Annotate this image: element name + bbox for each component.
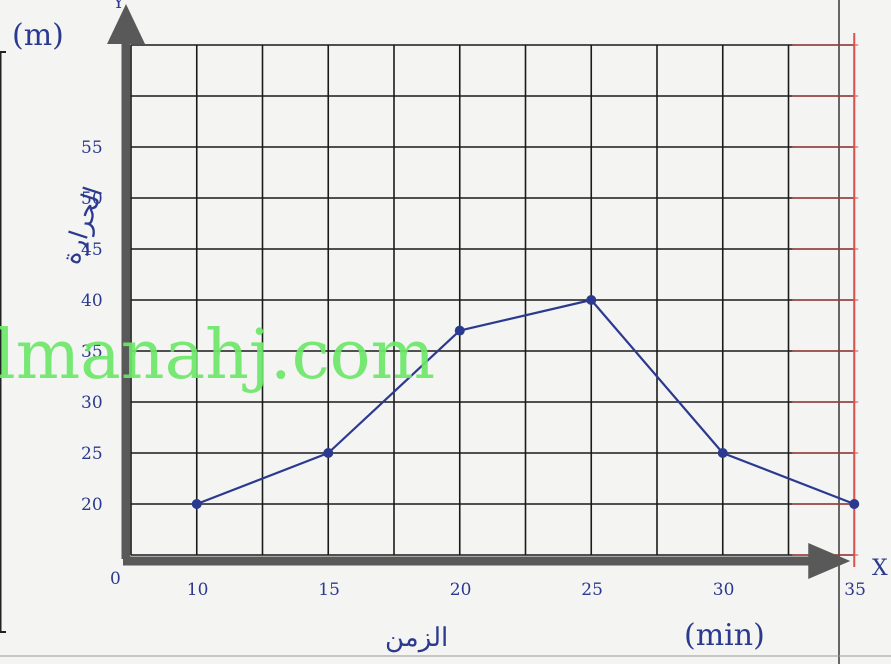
x-axis-letter: X — [872, 556, 888, 581]
data-point — [849, 499, 860, 509]
data-series — [191, 295, 860, 509]
x-axis-arrow — [808, 543, 851, 579]
y-unit-label: (m) — [12, 18, 64, 53]
origin-label: 0 — [110, 569, 121, 589]
grid — [130, 33, 859, 567]
watermark: lmanahj.com — [0, 316, 435, 395]
y-tick-label: 25 — [81, 444, 103, 464]
x-tick-label: 30 — [713, 580, 735, 600]
data-point — [717, 448, 728, 458]
data-point — [191, 499, 202, 509]
y-tick-label: 20 — [81, 495, 103, 515]
axes — [107, 4, 851, 579]
y-tick-label: 55 — [81, 138, 103, 158]
y-tick-label: 35 — [81, 342, 103, 362]
x-tick-label: 20 — [450, 580, 472, 600]
data-point — [323, 448, 334, 458]
x-tick-label: 25 — [581, 580, 603, 600]
y-tick-label: 40 — [81, 291, 103, 311]
tick-labels: 10 15 20 25 30 35 20 25 30 35 40 45 50 55 — [81, 138, 866, 600]
x-tick-label: 10 — [187, 580, 209, 600]
x-tick-label: 35 — [844, 580, 866, 600]
data-point — [454, 325, 465, 336]
x-axis-name: الزمن — [385, 623, 448, 653]
data-point — [586, 295, 597, 305]
series-line — [196, 298, 855, 506]
y-tick-label: 30 — [81, 393, 103, 413]
x-unit-label: (min) — [684, 618, 765, 653]
x-tick-label: 15 — [318, 580, 340, 600]
y-axis-arrow — [107, 4, 145, 44]
y-tick-label: 45 — [81, 240, 103, 260]
y-tick-label: 50 — [81, 189, 103, 209]
y-axis-letter: Y — [112, 0, 125, 13]
